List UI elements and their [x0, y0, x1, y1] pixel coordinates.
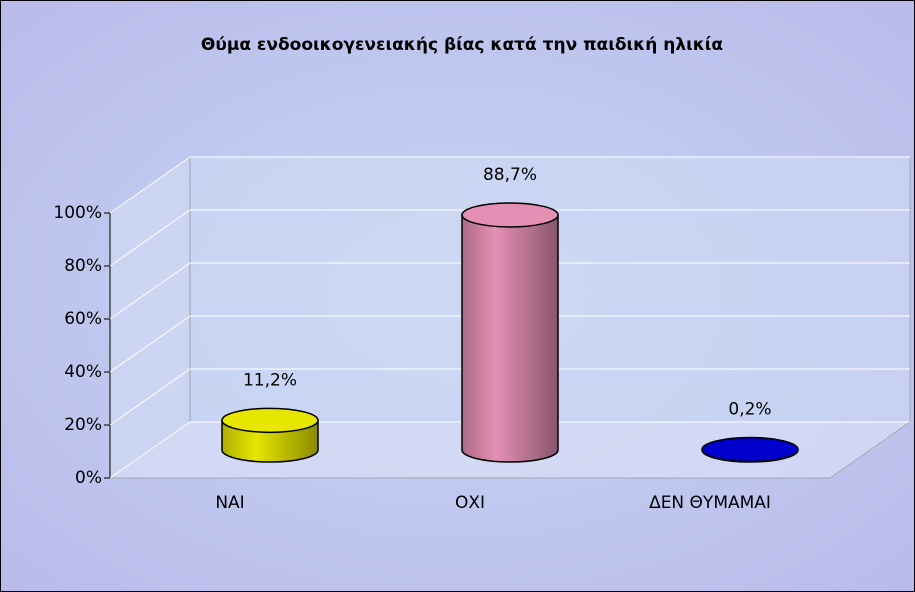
grid-line [109, 315, 910, 373]
grid-line [109, 156, 910, 214]
bar [461, 214, 559, 463]
grid-line [109, 209, 910, 267]
data-label: 0,2% [728, 399, 771, 419]
grid-line [109, 421, 910, 479]
bar-top [701, 436, 799, 463]
y-tick-label: 80% [64, 256, 102, 276]
x-tick-label: ΔΕΝ ΘΥΜΑΜΑΙ [649, 493, 771, 513]
x-tick-label: ΝΑΙ [215, 493, 244, 513]
chart-title: Θύμα ενδοοικογενειακής βίας κατά την παι… [201, 35, 723, 55]
y-tick-label: 100% [53, 203, 102, 223]
y-tick-label: 0% [75, 468, 102, 488]
grid-line [109, 262, 910, 320]
x-tick-label: ΟΧΙ [455, 493, 485, 513]
grid-line [109, 368, 910, 426]
data-label: 88,7% [483, 165, 537, 185]
bar-top [461, 202, 559, 228]
data-label: 11,2% [243, 370, 297, 390]
bar-top [221, 407, 319, 434]
y-tick-label: 20% [64, 415, 102, 435]
y-tick-label: 40% [64, 362, 102, 382]
y-tick-label: 60% [64, 309, 102, 329]
